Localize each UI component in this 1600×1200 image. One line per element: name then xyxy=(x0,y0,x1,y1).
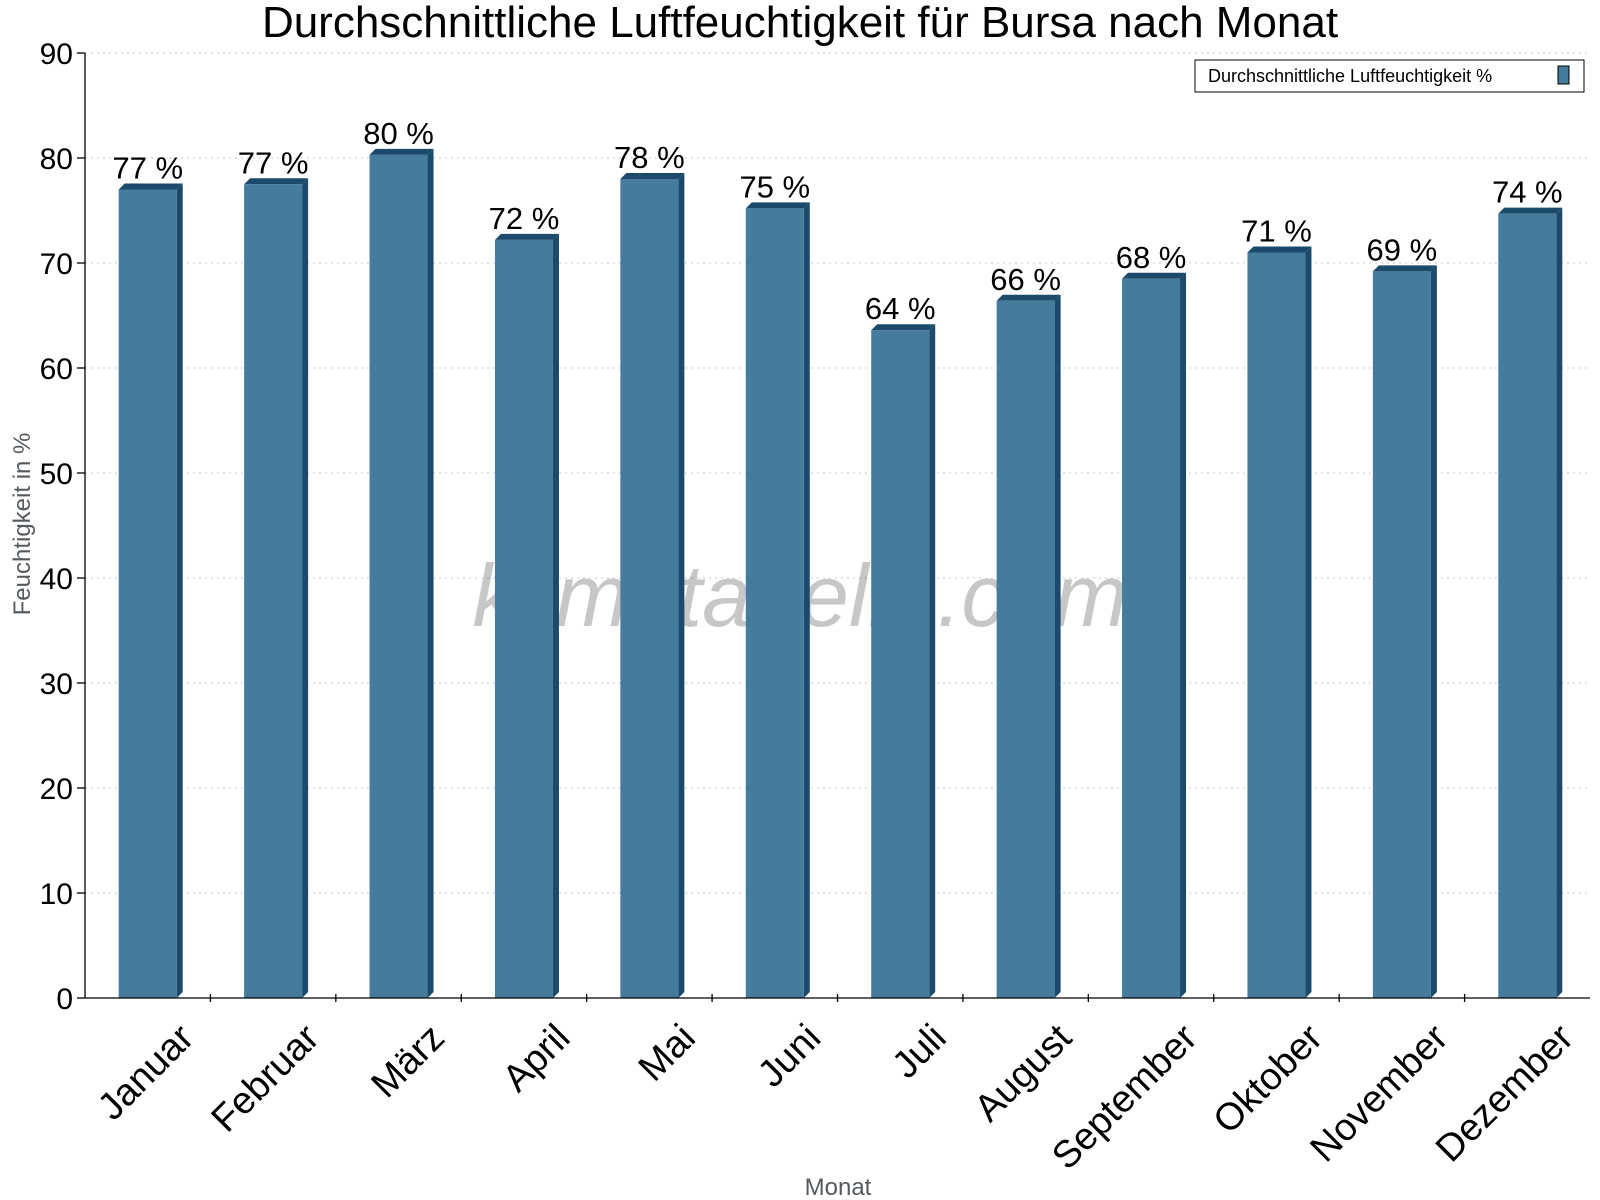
data-label: 68 % xyxy=(1116,240,1187,275)
data-label: 72 % xyxy=(489,201,560,236)
bar-front xyxy=(620,179,679,998)
bar-front xyxy=(244,184,303,998)
data-label: 75 % xyxy=(739,169,810,204)
x-tick-label: August xyxy=(967,1016,1081,1130)
bar-juni xyxy=(745,202,810,998)
data-label: 74 % xyxy=(1492,175,1563,210)
bar-oktober xyxy=(1247,246,1312,998)
bar-side xyxy=(1430,265,1437,998)
x-tick-label: Januar xyxy=(90,1016,202,1128)
bar-side xyxy=(1305,246,1312,998)
bar-side xyxy=(678,173,685,998)
bar-side xyxy=(176,183,183,998)
bar-side xyxy=(1054,294,1061,998)
bar-top xyxy=(244,178,309,185)
bar-august xyxy=(996,294,1061,998)
bar-side xyxy=(1556,207,1563,998)
bar-top xyxy=(996,294,1061,301)
bar-top xyxy=(1498,207,1563,214)
x-tick-label: Februar xyxy=(204,1016,328,1140)
data-label: 69 % xyxy=(1367,232,1438,267)
x-tick-labels: Januar Februar März April Mai Juni Juli AugustS… xyxy=(90,1016,1582,1177)
bar-dezember xyxy=(1498,207,1563,998)
bar-top xyxy=(1372,265,1437,272)
bar-top xyxy=(745,202,810,209)
x-tick-label: Mai xyxy=(631,1017,704,1090)
axes xyxy=(77,52,1590,1002)
grid-lines xyxy=(85,52,1590,894)
chart-title: Durchschnittliche Luftfeuchtigkeit für B… xyxy=(262,0,1338,47)
x-tick-label: April xyxy=(495,1017,578,1100)
y-tick-label: 20 xyxy=(40,773,73,806)
y-tick-label: 80 xyxy=(40,143,73,176)
bar-side xyxy=(302,178,309,998)
bar-front xyxy=(1122,278,1181,998)
data-label: 80 % xyxy=(363,116,434,151)
x-tick-label: Oktober xyxy=(1206,1016,1332,1142)
bars xyxy=(118,148,1563,999)
legend-box xyxy=(1194,59,1585,93)
y-tick-label: 40 xyxy=(40,563,73,596)
bar-front xyxy=(745,208,804,998)
y-tick-label: 10 xyxy=(40,878,73,911)
y-tick-label: 60 xyxy=(40,353,73,386)
data-label: 77 % xyxy=(238,145,309,180)
y-axis-title: Feuchtigkeit in % xyxy=(9,433,36,616)
x-tick-label: Dezember xyxy=(1428,1016,1582,1170)
bar-side xyxy=(803,202,810,998)
bar-front xyxy=(494,239,553,998)
bar-top xyxy=(494,233,559,240)
bar-side xyxy=(552,233,559,998)
data-labels: 77 % 77 % 80 % 72 % 78 % 75 % 64 % 66 % 68 % 71 %… xyxy=(112,116,1562,326)
x-tick-label: März xyxy=(363,1017,452,1106)
y-tick-label: 30 xyxy=(40,668,73,701)
x-tick-label: Juni xyxy=(750,1017,829,1096)
bar-side xyxy=(427,148,434,999)
bar-september xyxy=(1122,272,1187,998)
bar-februar xyxy=(244,178,309,998)
data-label: 77 % xyxy=(112,151,183,186)
legend: Durchschnittliche Luftfeuchtigkeit % xyxy=(1194,59,1585,93)
data-label: 78 % xyxy=(614,140,685,175)
bar-top xyxy=(118,183,183,190)
bar-front xyxy=(1498,213,1557,998)
bar-front xyxy=(118,189,177,998)
bar-märz xyxy=(369,148,434,999)
bar-top xyxy=(369,148,434,155)
bar-top xyxy=(871,324,936,331)
x-axis-title: Monat xyxy=(805,1174,872,1200)
bar-front xyxy=(1372,271,1431,998)
bar-front xyxy=(1247,252,1306,998)
bar-mai xyxy=(620,173,685,998)
x-tick-label: Juli xyxy=(885,1017,955,1087)
data-label: 71 % xyxy=(1241,214,1312,249)
bar-januar xyxy=(118,183,183,998)
y-tick-label: 50 xyxy=(40,458,73,491)
bar-top xyxy=(620,173,685,179)
data-label: 66 % xyxy=(990,262,1061,297)
bar-side xyxy=(929,324,936,998)
bar-april xyxy=(494,233,559,998)
bar-top xyxy=(1122,272,1187,279)
bar-top xyxy=(1247,246,1312,253)
data-label: 64 % xyxy=(865,291,936,326)
legend-label: Durchschnittliche Luftfeuchtigkeit % xyxy=(1208,66,1492,86)
bar-front xyxy=(871,330,930,998)
bar-front xyxy=(996,300,1055,998)
bar-juli xyxy=(871,324,936,998)
y-tick-label: 70 xyxy=(40,248,73,281)
y-tick-label: 0 xyxy=(56,983,73,1016)
bar-front xyxy=(369,154,428,999)
bar-side xyxy=(1180,272,1187,998)
y-tick-labels: 0 10 20 30 40 50 60 70 80 90 xyxy=(40,38,73,1016)
y-tick-label: 90 xyxy=(40,38,73,71)
legend-swatch xyxy=(1557,65,1570,85)
bar-november xyxy=(1372,265,1437,998)
